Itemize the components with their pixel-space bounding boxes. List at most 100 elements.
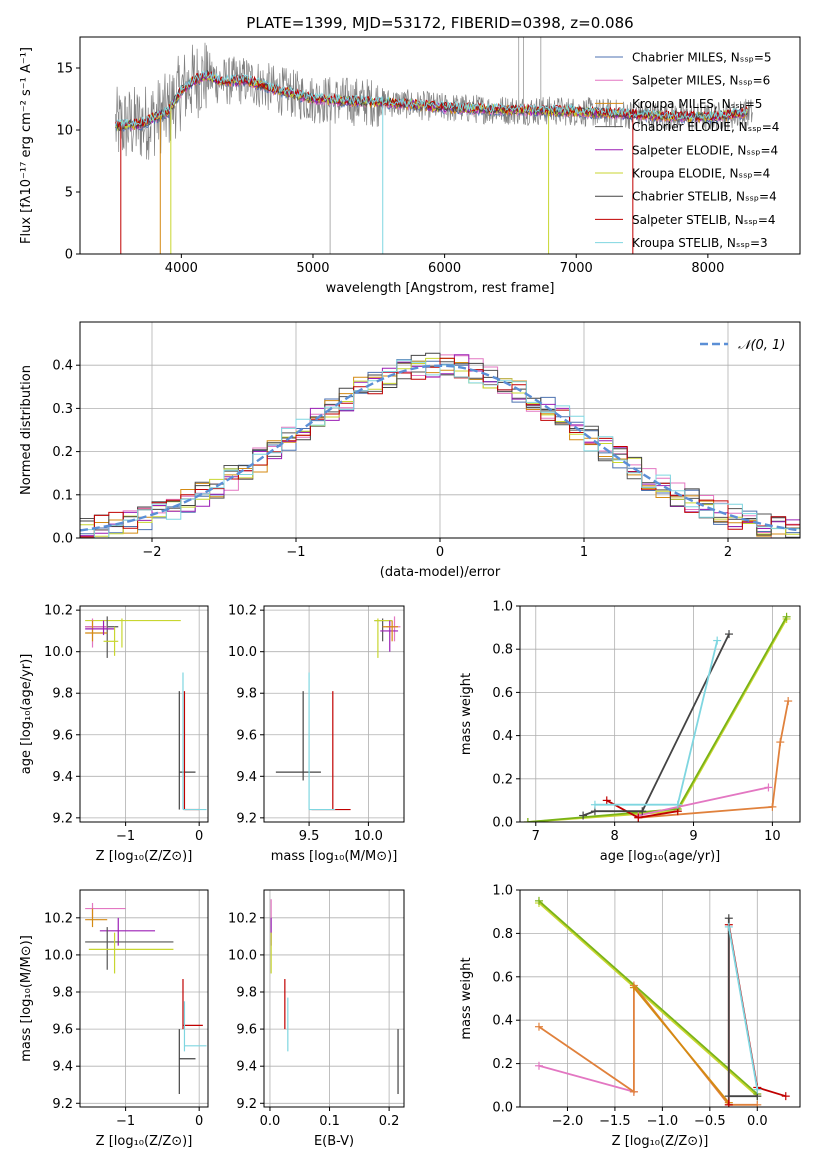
y-tick-label: 0.2 (52, 445, 73, 460)
y-tick-label: 10.2 (44, 911, 73, 926)
x-tick-label: −1 (116, 1114, 135, 1129)
legend-label: Kroupa MILES, Nₛₛₚ=5 (632, 97, 762, 111)
y-tick-label: 9.4 (52, 770, 73, 785)
y-tick-label: 9.2 (236, 1097, 257, 1112)
mass-weight-vs-age-panel: 7 8 9 10 0.0 0.2 0.4 0.6 0.8 1.0 age [log₁₀(age/yr… (459, 600, 801, 864)
mass-weight-line (582, 633, 730, 817)
y-axis-label: Flux [fλ10⁻¹⁷ erg cm⁻² s⁻¹ A⁻¹] (19, 47, 34, 244)
x-tick-label: 9 (689, 829, 697, 844)
y-tick-label: 10.2 (228, 911, 257, 926)
age-vs-mass-panel: 9.5 10.0 9.2 9.4 9.6 9.8 10.0 10.2 mass [log₁₀(M… (228, 604, 405, 864)
axes-frame (79, 889, 209, 1108)
y-tick-label: 10.0 (228, 645, 257, 660)
plot-area (85, 902, 207, 1095)
legend-label: Chabrier ELODIE, Nₛₛₚ=4 (632, 120, 779, 134)
y-tick-label: 1.0 (492, 600, 513, 615)
y-tick-label: 5 (65, 186, 73, 201)
y-tick-label: 9.4 (52, 1060, 73, 1075)
age-vs-metallicity-panel: −1 0 9.2 9.4 9.6 9.8 10.0 10.2 Z [log₁₀(Z/Z⊙)] ag… (19, 604, 209, 864)
x-tick-label: 0.2 (379, 1114, 400, 1129)
x-tick-label: 8 (611, 829, 619, 844)
y-axis-label: mass [log₁₀(M/M⊙)] (19, 935, 34, 1062)
legend-label: Chabrier STELIB, Nₛₛₚ=4 (632, 190, 777, 204)
x-tick-label: 0 (195, 829, 203, 844)
axes-frame (519, 889, 801, 1108)
y-tick-label: 9.8 (52, 986, 73, 1001)
y-tick-label: 9.2 (52, 811, 73, 826)
y-tick-label: 9.8 (52, 687, 73, 702)
y-tick-label: 0.2 (492, 1057, 513, 1072)
mass-weight-line (638, 700, 790, 819)
x-tick-label: 4000 (165, 261, 198, 276)
y-tick-label: 9.6 (236, 728, 257, 743)
plot-area (80, 352, 800, 538)
x-tick-label: 1 (580, 545, 588, 560)
y-axis-label: age [log₁₀(age/yr)] (19, 654, 34, 775)
x-axis-label: Z [log₁₀(Z/Z⊙)] (96, 1134, 193, 1149)
plot-area (115, 37, 753, 254)
axes-frame (519, 605, 801, 823)
legend-label: Kroupa ELODIE, Nₛₛₚ=4 (632, 167, 770, 181)
y-axis-label: mass weight (459, 673, 474, 755)
y-tick-label: 9.2 (236, 811, 257, 826)
y-tick-label: 9.6 (52, 728, 73, 743)
plot-area (270, 899, 399, 1095)
y-axis-label: mass weight (459, 957, 474, 1039)
gaussian-curve (80, 364, 800, 532)
x-axis-label: mass [log₁₀(M/M⊙)] (271, 849, 398, 864)
mass-weight-line (538, 900, 758, 1095)
y-tick-label: 0.1 (52, 488, 73, 503)
legend-label: Kroupa STELIB, Nₛₛₚ=3 (632, 236, 768, 250)
x-tick-label: 0 (195, 1114, 203, 1129)
mass-vs-metallicity-panel: −1 0 9.2 9.4 9.6 9.8 10.0 10.2 Z [log₁₀(Z/Z⊙)] ma… (19, 889, 209, 1149)
mass-weight-line (633, 987, 730, 1104)
y-tick-label: 0.6 (492, 686, 513, 701)
x-tick-label: 0.0 (260, 1114, 281, 1129)
model-line (115, 70, 748, 129)
y-tick-label: 0.6 (492, 970, 513, 985)
y-tick-label: 0.8 (492, 927, 513, 942)
axes-frame (263, 889, 405, 1108)
y-tick-label: 10.2 (228, 604, 257, 619)
y-tick-label: 0 (65, 248, 73, 263)
x-tick-label: 8000 (691, 261, 724, 276)
y-tick-label: 0.8 (492, 643, 513, 658)
x-tick-label: 0.0 (747, 1114, 768, 1129)
y-tick-label: 10.0 (228, 948, 257, 963)
legend-label: Salpeter MILES, Nₛₛₚ=6 (632, 74, 770, 88)
x-tick-label: 9.5 (299, 829, 320, 844)
mass-weight-line (638, 786, 769, 817)
y-tick-label: 9.8 (236, 986, 257, 1001)
x-axis-label: (data-model)/error (380, 565, 501, 580)
legend-label: Salpeter ELODIE, Nₛₛₚ=4 (632, 143, 778, 157)
y-tick-label: 0.4 (492, 1014, 513, 1029)
y-axis-label: Normed distribution (19, 365, 34, 495)
axes-frame (79, 36, 801, 255)
y-tick-label: 9.4 (236, 1060, 257, 1075)
x-tick-label: 10 (764, 829, 781, 844)
plot-area (275, 616, 401, 811)
figure-title: PLATE=1399, MJD=53172, FIBERID=0398, z=0… (246, 14, 633, 32)
y-tick-label: 0.0 (52, 532, 73, 547)
y-tick-label: 0.4 (492, 729, 513, 744)
x-tick-label: 7 (532, 829, 540, 844)
x-tick-label: 6000 (428, 261, 461, 276)
legend-label: Chabrier MILES, Nₛₛₚ=5 (632, 51, 772, 65)
axes-frame (79, 605, 209, 823)
x-tick-label: 0 (436, 545, 444, 560)
x-tick-label: 10.0 (354, 829, 383, 844)
y-tick-label: 10.0 (44, 948, 73, 963)
y-tick-label: 0.2 (492, 772, 513, 787)
y-tick-label: 10.0 (44, 645, 73, 660)
plot-area (534, 896, 790, 1107)
mass-weight-line (727, 926, 759, 1090)
x-tick-label: 0.1 (319, 1114, 340, 1129)
x-tick-label: 2 (724, 545, 732, 560)
x-axis-label: Z [log₁₀(Z/Z⊙)] (612, 1134, 709, 1149)
x-axis-label: E(B-V) (314, 1134, 354, 1149)
legend-label: 𝒩(0, 1) (738, 338, 785, 353)
x-tick-label: −1 (116, 829, 135, 844)
y-tick-label: 1.0 (492, 884, 513, 899)
y-tick-label: 9.6 (52, 1023, 73, 1038)
